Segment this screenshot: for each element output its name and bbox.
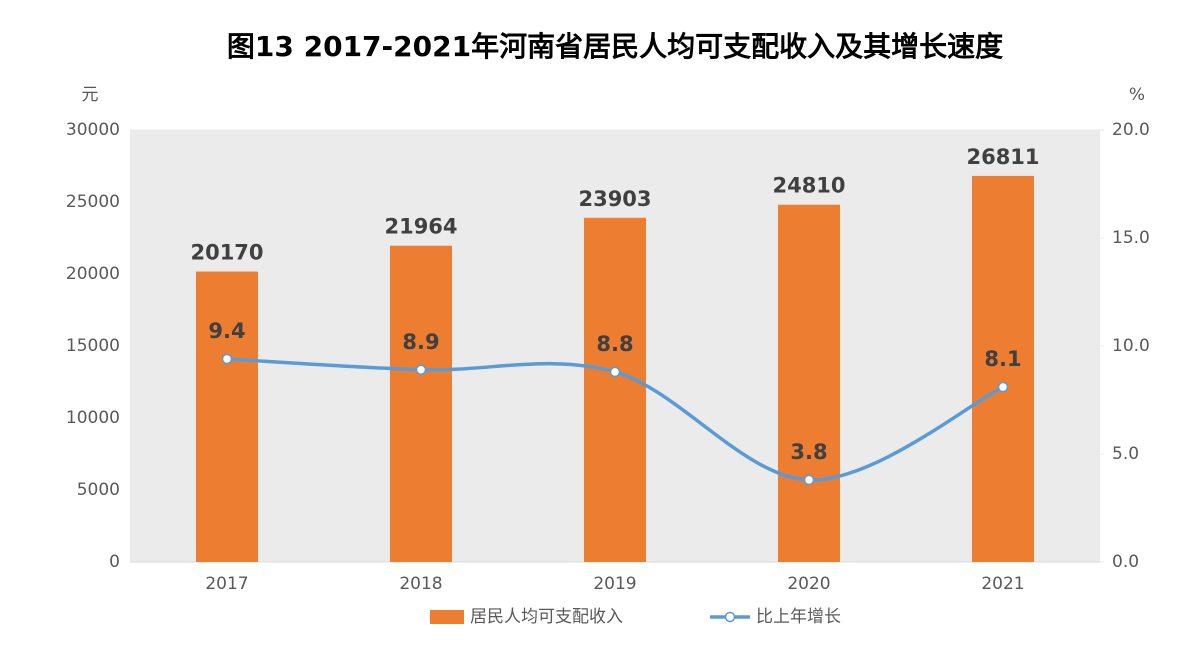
line-marker	[803, 474, 815, 486]
y2-unit: %	[1129, 85, 1145, 105]
chart-title: 图13 2017-2021年河南省居民人均可支配收入及其增长速度	[227, 30, 1003, 63]
y2-tick-label: 10.0	[1112, 336, 1150, 356]
x-tick-label: 2019	[593, 574, 636, 594]
y2-tick-label: 20.0	[1112, 120, 1150, 140]
x-tick-label: 2018	[399, 574, 442, 594]
line-marker	[997, 381, 1009, 393]
y2-tick-label: 0.0	[1112, 552, 1139, 572]
y-tick-label: 5000	[77, 480, 120, 500]
data-label: 8.1	[984, 347, 1021, 371]
y2-tick-label: 15.0	[1112, 228, 1150, 248]
y-tick-label: 10000	[66, 408, 120, 428]
x-tick-label: 2020	[787, 574, 830, 594]
x-tick-label: 2017	[205, 574, 248, 594]
data-label: 3.8	[790, 440, 827, 464]
data-label: 8.8	[596, 332, 633, 356]
bar	[778, 204, 840, 562]
legend-swatch	[724, 611, 736, 623]
y-tick-label: 20000	[66, 264, 120, 284]
data-label: 26811	[966, 145, 1039, 169]
legend-swatch	[430, 610, 464, 624]
data-label: 21964	[384, 215, 457, 239]
y-unit: 元	[82, 85, 99, 105]
bar	[584, 217, 646, 562]
line-marker	[415, 364, 427, 376]
data-label: 9.4	[208, 319, 245, 343]
bar	[196, 271, 258, 562]
data-label: 8.9	[402, 330, 439, 354]
legend-label: 比上年增长	[756, 607, 841, 627]
data-label: 20170	[190, 241, 263, 265]
data-label: 24810	[772, 174, 845, 198]
legend-label: 居民人均可支配收入	[470, 607, 623, 627]
y-tick-label: 30000	[66, 120, 120, 140]
line-marker	[609, 366, 621, 378]
bar	[972, 175, 1034, 562]
data-label: 23903	[578, 187, 651, 211]
bar	[390, 245, 452, 563]
x-tick-label: 2021	[981, 574, 1024, 594]
line	[226, 357, 1004, 482]
y2-tick-label: 5.0	[1112, 444, 1139, 464]
y-tick-label: 0	[109, 552, 120, 572]
y-tick-label: 15000	[66, 336, 120, 356]
y-tick-label: 25000	[66, 192, 120, 212]
line-marker	[221, 353, 233, 365]
